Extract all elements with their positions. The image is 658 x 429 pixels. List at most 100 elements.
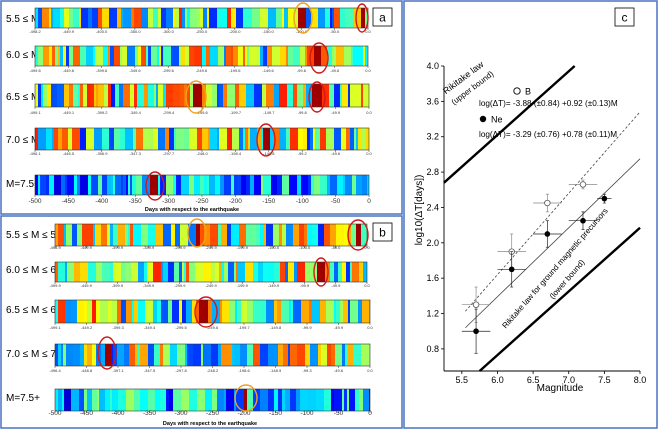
- tick-label: 0.0: [366, 151, 372, 156]
- heatmap-cell: [352, 262, 359, 282]
- tick-label: -350.0: [129, 29, 141, 34]
- tick-label: -149.6: [262, 68, 274, 73]
- heatmap-cell: [77, 224, 82, 246]
- tick-label: -499.9: [49, 283, 61, 288]
- tick-label: -100.0: [299, 245, 311, 250]
- heatmap-cell: [67, 262, 74, 282]
- heatmap-cell: [185, 8, 187, 28]
- heatmap-cell: [181, 389, 189, 411]
- heatmap-cell: [95, 46, 103, 66]
- heatmap-cell: [132, 175, 136, 195]
- heatmap-cell: [231, 175, 234, 195]
- tick-label: -498.9: [49, 245, 61, 250]
- heatmap-cell: [141, 224, 148, 246]
- panel-a: 5.5 ≤ M ≤ 5.9 -498.2-449.9-400.0-350.0-3…: [6, 2, 373, 213]
- heatmap-strip: [34, 45, 369, 67]
- heatmap-cell: [202, 46, 206, 66]
- heatmap-cell: [58, 262, 65, 282]
- heatmap-cell: [263, 175, 271, 195]
- heatmap-cell: [173, 175, 176, 195]
- heatmap-cell: [171, 46, 179, 66]
- heatmap-cell: [73, 46, 80, 66]
- heatmap-cell: [158, 8, 161, 28]
- heatmap-cell: [200, 224, 204, 246]
- heatmap-cell: [153, 262, 161, 282]
- tick-label: -199.9: [237, 245, 249, 250]
- heatmap-cell: [73, 344, 80, 366]
- heatmap-cell: [320, 175, 327, 195]
- heatmap-cell: [345, 344, 348, 366]
- heatmap-cell: [362, 300, 369, 323]
- heatmap-cell: [202, 128, 208, 150]
- heatmap-cell: [113, 344, 117, 366]
- heatmap-cell: [288, 46, 293, 66]
- heatmap-cell: [221, 344, 224, 366]
- tick-label: -350: [143, 410, 156, 417]
- heatmap-cell: [180, 224, 188, 246]
- tick-label: -249.6: [207, 325, 219, 330]
- heatmap-cell: [239, 128, 243, 150]
- panel-b-letter-box: [372, 222, 393, 242]
- tick-row: -500 -450 -400 -350 -300 -250 -200 -150 -100 -50 0: [28, 195, 371, 205]
- heatmap-cell: [63, 46, 66, 66]
- heatmap-cell: [296, 389, 300, 411]
- heatmap-cell: [212, 84, 217, 107]
- tick-label: -399.3: [112, 325, 124, 330]
- heatmap-cell: [77, 175, 80, 195]
- heatmap-cell: [186, 262, 189, 282]
- heatmap-cell: [247, 389, 253, 411]
- heatmap-cell: [215, 175, 220, 195]
- heatmap-cell: [293, 300, 301, 323]
- heatmap-cell: [350, 128, 354, 150]
- heatmap-cell: [268, 8, 276, 28]
- heatmap-cell: [264, 224, 266, 246]
- heatmap-cell: [95, 224, 101, 246]
- heatmap-cell: [258, 262, 263, 282]
- heatmap-cell: [101, 344, 105, 366]
- heatmap-cell: [168, 300, 172, 323]
- heatmap-cell: [181, 46, 185, 66]
- heatmap-cell: [231, 46, 233, 66]
- heatmap-cell: [188, 224, 196, 246]
- heatmap-cell: [126, 389, 134, 411]
- heatmap-cell: [249, 46, 256, 66]
- heatmap-cell: [194, 46, 200, 66]
- heatmap-cell: [246, 84, 254, 107]
- heatmap-cell: [293, 224, 299, 246]
- heatmap-cell: [120, 46, 122, 66]
- heatmap-cell: [130, 175, 132, 195]
- tick-label: -300: [162, 198, 175, 205]
- tick-label: -499.1: [29, 110, 41, 115]
- highlight-circle: [309, 42, 329, 74]
- heatmap-cell: [336, 46, 344, 66]
- y-tick-label: 1.6: [426, 273, 439, 283]
- heatmap-cell: [100, 300, 108, 323]
- heatmap-cell: [299, 224, 304, 246]
- tick-label: 0: [368, 410, 372, 417]
- heatmap-cell: [286, 128, 290, 150]
- heatmap-cell: [366, 128, 369, 150]
- heatmap-cell: [217, 128, 219, 150]
- heatmap-cell: [236, 8, 243, 28]
- heatmap-cell: [92, 8, 98, 28]
- heatmap-cell: [353, 344, 361, 366]
- heatmap-cell: [72, 128, 80, 150]
- heatmap-cell: [208, 300, 212, 323]
- heatmap-cell: [171, 224, 175, 246]
- heatmap-cell: [274, 389, 278, 411]
- heatmap-cell: [282, 175, 289, 195]
- heatmap-cell: [153, 128, 158, 150]
- y-tick-label: 2.8: [426, 167, 439, 177]
- heatmap-cell: [202, 84, 206, 107]
- heatmap-cell: [88, 8, 92, 28]
- heatmap-cell: [157, 300, 161, 323]
- heatmap-cell: [55, 389, 58, 411]
- heatmap-cell: [80, 344, 84, 366]
- heatmap-cell: [176, 128, 184, 150]
- row-label: M=7.5+: [6, 179, 40, 190]
- heatmap-cell: [206, 84, 212, 107]
- heatmap-cell: [175, 224, 180, 246]
- fit-line: [465, 111, 641, 312]
- heatmap-cell: [180, 84, 184, 107]
- heatmap-cell: [369, 300, 370, 323]
